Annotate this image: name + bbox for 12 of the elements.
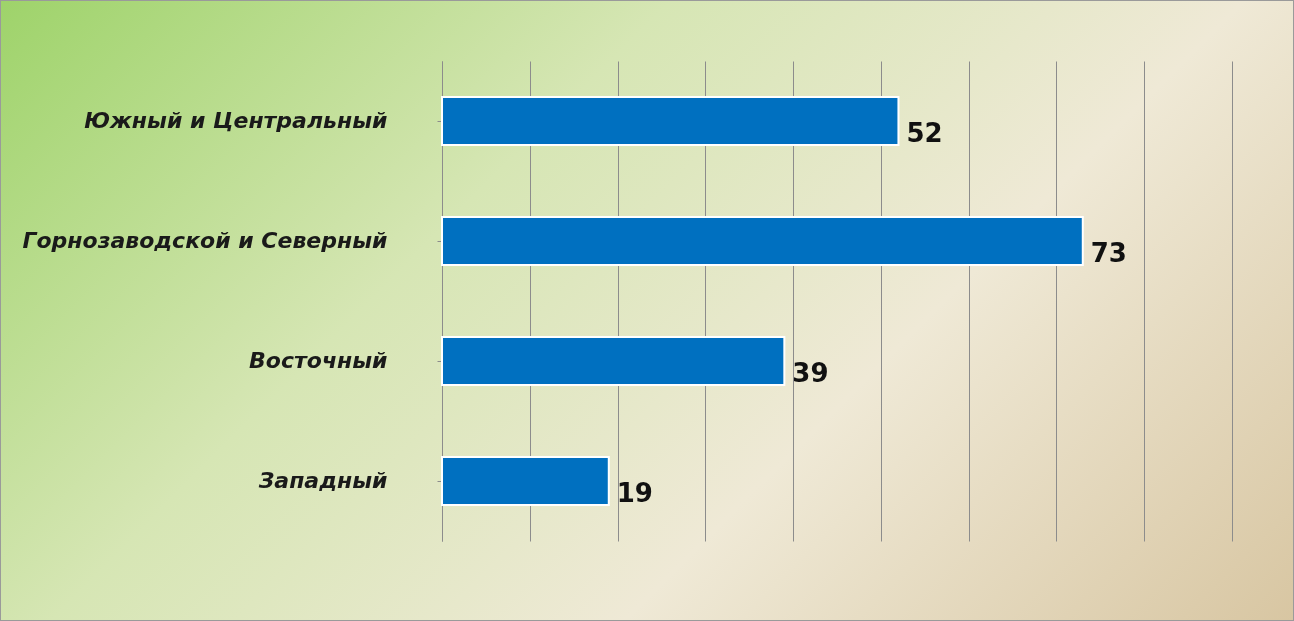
bar [441, 96, 900, 146]
bar [441, 456, 610, 506]
y-tick-label: Южный и Центральный [84, 108, 388, 133]
data-label: 73 [1090, 238, 1127, 268]
data-label: 39 [792, 358, 829, 388]
y-tick-label: Западный [257, 468, 388, 493]
bar [441, 336, 786, 386]
bar [441, 216, 1084, 266]
y-tick-label: Горнозаводской и Северный [22, 228, 388, 253]
data-label: 52 [906, 118, 943, 148]
data-label: 19 [616, 478, 653, 508]
y-tick-label: Восточный [249, 348, 388, 373]
